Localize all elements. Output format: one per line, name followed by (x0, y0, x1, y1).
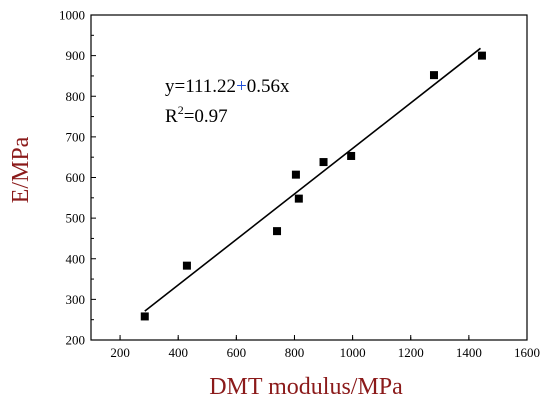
data-point (429, 71, 438, 80)
x-tick-label: 800 (285, 345, 305, 360)
r2-base: R (165, 106, 178, 127)
r-squared: R2=0.97 (165, 103, 228, 127)
fit-line-group (144, 47, 481, 312)
data-point (319, 158, 328, 167)
data-point (477, 51, 486, 60)
x-tick-label: 600 (227, 345, 247, 360)
y-tick-label: 600 (66, 170, 86, 185)
fit-line (144, 47, 481, 312)
equation-suffix: 0.56x (247, 76, 290, 97)
y-tick-label: 900 (66, 48, 86, 63)
y-tick-label: 800 (66, 89, 86, 104)
equation-prefix: y=111.22 (165, 76, 236, 97)
data-point (182, 261, 191, 270)
x-tick-label: 400 (168, 345, 188, 360)
x-tick-label: 1000 (340, 345, 366, 360)
y-tick-label: 300 (66, 292, 86, 307)
data-point (273, 227, 282, 236)
ticks: 200 400 600 800 1000 1200 1400 1600 200 300 400 500… (59, 8, 540, 361)
y-tick-label: 1000 (59, 8, 85, 23)
y-tick-label: 700 (66, 129, 86, 144)
y-tick-label: 500 (66, 211, 86, 226)
equation-plus: + (236, 76, 247, 97)
data-point (140, 312, 149, 321)
y-tick-label: 200 (66, 333, 86, 348)
data-point (291, 170, 300, 179)
data-point (294, 194, 303, 203)
y-axis-title: E/MPa (8, 136, 34, 203)
r2-value: =0.97 (184, 106, 228, 127)
fit-equation: y=111.22+0.56x (165, 76, 290, 97)
data-point (347, 151, 356, 160)
y-tick-label: 400 (66, 251, 86, 266)
x-tick-label: 1600 (514, 345, 540, 360)
x-tick-label: 1400 (456, 345, 482, 360)
data-points (140, 51, 486, 321)
r2-superscript: 2 (178, 103, 184, 117)
x-tick-label: 1200 (398, 345, 424, 360)
x-tick-label: 200 (110, 345, 130, 360)
x-axis-title: DMT modulus/MPa (209, 374, 403, 400)
